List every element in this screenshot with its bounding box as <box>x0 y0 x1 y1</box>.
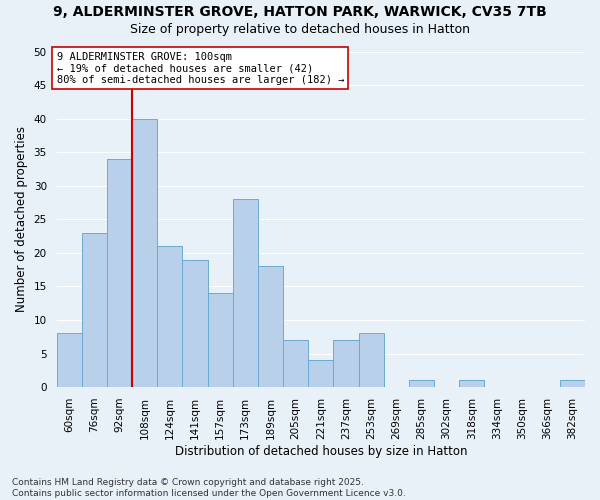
Text: 9, ALDERMINSTER GROVE, HATTON PARK, WARWICK, CV35 7TB: 9, ALDERMINSTER GROVE, HATTON PARK, WARW… <box>53 5 547 19</box>
Bar <box>308 360 334 387</box>
Bar <box>233 199 258 387</box>
Bar <box>359 334 383 387</box>
Text: Contains HM Land Registry data © Crown copyright and database right 2025.
Contai: Contains HM Land Registry data © Crown c… <box>12 478 406 498</box>
Bar <box>107 159 132 387</box>
Bar <box>208 293 233 387</box>
Text: Size of property relative to detached houses in Hatton: Size of property relative to detached ho… <box>130 22 470 36</box>
Bar <box>334 340 359 387</box>
Bar <box>157 246 182 387</box>
Bar <box>283 340 308 387</box>
Bar <box>182 260 208 387</box>
Y-axis label: Number of detached properties: Number of detached properties <box>15 126 28 312</box>
Bar <box>82 232 107 387</box>
Bar <box>258 266 283 387</box>
Bar <box>560 380 585 387</box>
Bar <box>56 334 82 387</box>
Bar <box>409 380 434 387</box>
Bar <box>132 118 157 387</box>
X-axis label: Distribution of detached houses by size in Hatton: Distribution of detached houses by size … <box>175 444 467 458</box>
Bar <box>459 380 484 387</box>
Text: 9 ALDERMINSTER GROVE: 100sqm
← 19% of detached houses are smaller (42)
80% of se: 9 ALDERMINSTER GROVE: 100sqm ← 19% of de… <box>56 52 344 84</box>
